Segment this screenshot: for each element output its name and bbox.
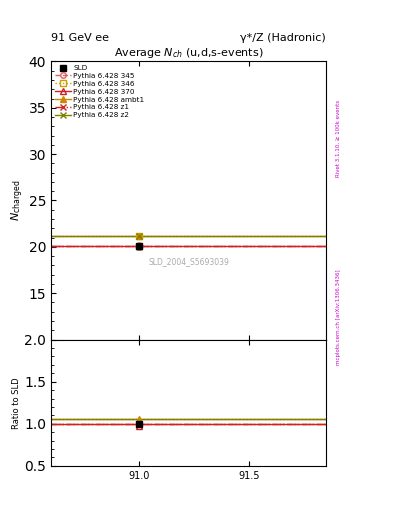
Y-axis label: Ratio to SLD: Ratio to SLD (13, 377, 22, 429)
Text: γ*/Z (Hadronic): γ*/Z (Hadronic) (241, 33, 326, 44)
Text: 91 GeV ee: 91 GeV ee (51, 33, 109, 44)
Title: Average $N_{ch}$ (u,d,s-events): Average $N_{ch}$ (u,d,s-events) (114, 46, 263, 60)
Text: Rivet 3.1.10, ≥ 100k events: Rivet 3.1.10, ≥ 100k events (336, 100, 341, 177)
Text: mcplots.cern.ch [arXiv:1306.3436]: mcplots.cern.ch [arXiv:1306.3436] (336, 270, 341, 365)
Legend: SLD, Pythia 6.428 345, Pythia 6.428 346, Pythia 6.428 370, Pythia 6.428 ambt1, P: SLD, Pythia 6.428 345, Pythia 6.428 346,… (53, 63, 146, 120)
Y-axis label: $N_{\mathrm{charged}}$: $N_{\mathrm{charged}}$ (9, 180, 26, 221)
Text: SLD_2004_S5693039: SLD_2004_S5693039 (148, 257, 229, 266)
